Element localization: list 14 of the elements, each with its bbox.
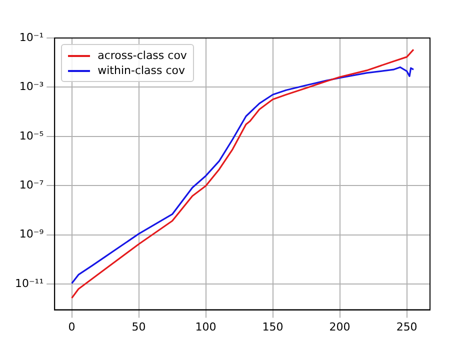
x-tick-label: 200 xyxy=(329,320,350,334)
x-tick-label: 150 xyxy=(262,320,284,334)
x-tick-label: 50 xyxy=(132,320,146,334)
legend-label: within-class cov xyxy=(98,63,186,78)
legend-label: across-class cov xyxy=(98,48,187,63)
x-tick-label: 250 xyxy=(396,320,418,334)
x-tick-label: 0 xyxy=(68,320,76,334)
y-tick-label: 10⁻¹¹ xyxy=(15,276,44,290)
y-tick-label: 10⁻¹ xyxy=(19,30,44,44)
x-tick-label: 100 xyxy=(195,320,216,334)
y-tick-label: 10⁻⁷ xyxy=(19,178,44,192)
y-tick-label: 10⁻⁵ xyxy=(19,129,44,142)
y-tick-label: 10⁻³ xyxy=(19,80,44,94)
y-tick-label: 10⁻⁹ xyxy=(19,228,44,241)
